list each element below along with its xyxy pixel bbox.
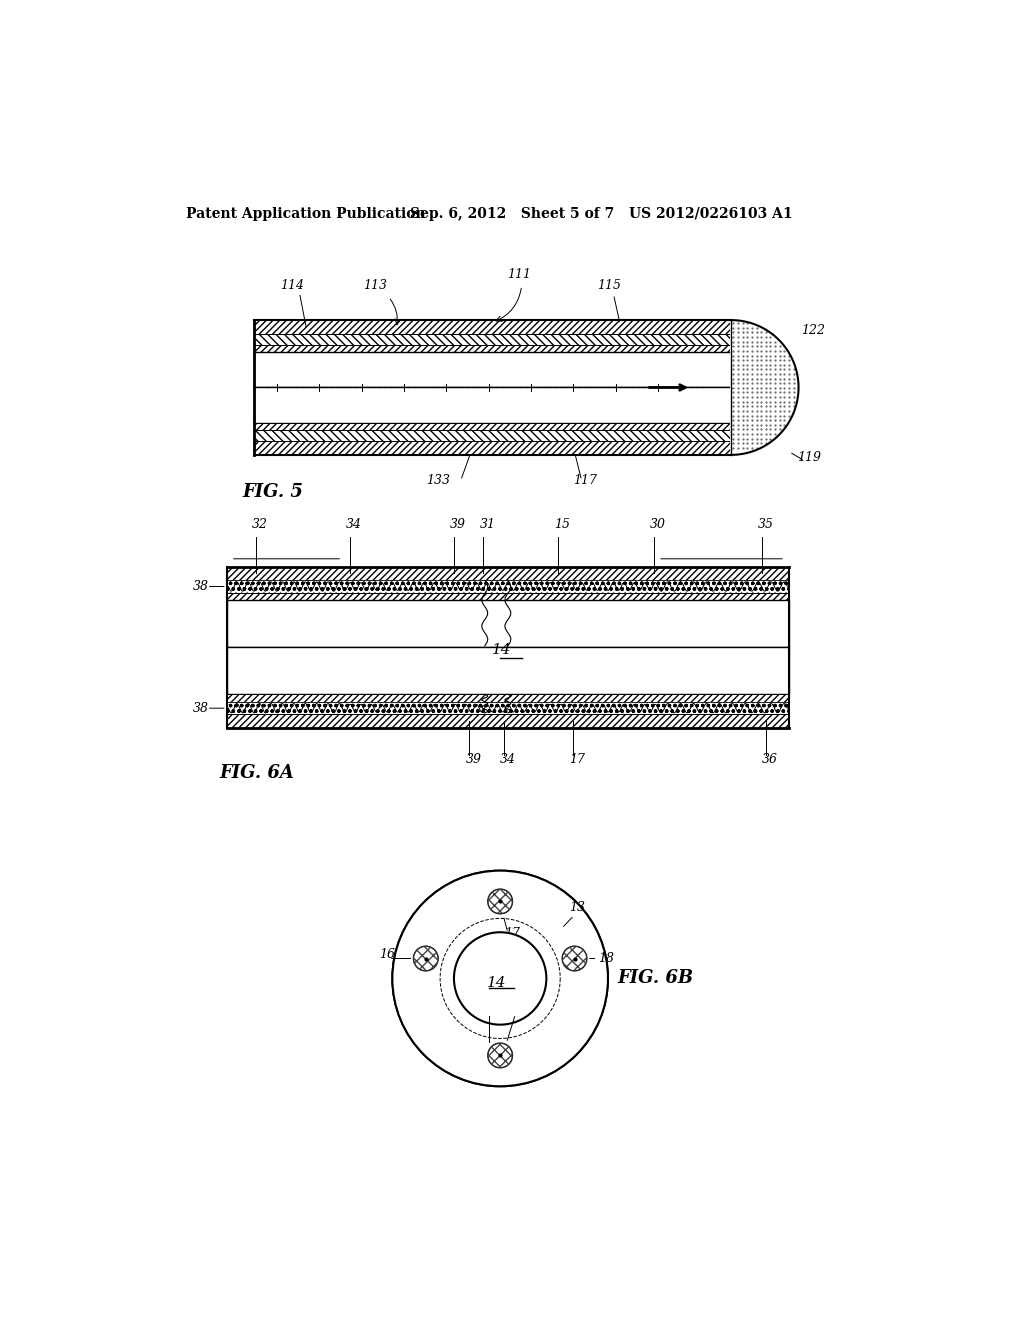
Bar <box>254 430 731 441</box>
Text: Patent Application Publication: Patent Application Publication <box>186 207 426 220</box>
Bar <box>226 593 788 601</box>
Text: 35: 35 <box>758 517 774 531</box>
Text: 113: 113 <box>364 280 387 292</box>
Text: 111: 111 <box>508 268 531 281</box>
Text: 15: 15 <box>481 998 497 1011</box>
Text: 13: 13 <box>569 900 586 913</box>
Text: 114: 114 <box>281 280 304 292</box>
Text: 122: 122 <box>801 323 825 337</box>
Bar <box>254 345 731 352</box>
Bar <box>226 702 788 714</box>
Text: 31: 31 <box>479 517 496 531</box>
Bar <box>226 647 788 694</box>
Text: 36: 36 <box>762 752 778 766</box>
Circle shape <box>487 1043 512 1068</box>
Text: 16: 16 <box>380 948 395 961</box>
Bar <box>226 566 788 581</box>
Text: 34: 34 <box>508 997 524 1010</box>
Text: 119: 119 <box>797 451 821 465</box>
Text: 117: 117 <box>572 474 597 487</box>
Text: 14: 14 <box>492 643 511 656</box>
Bar <box>226 694 788 702</box>
Text: FIG. 6A: FIG. 6A <box>219 764 294 783</box>
Text: 34: 34 <box>346 517 362 531</box>
Text: 17: 17 <box>569 752 586 766</box>
Circle shape <box>392 871 608 1086</box>
Text: 15: 15 <box>554 517 570 531</box>
Text: 115: 115 <box>597 280 622 292</box>
Bar <box>226 714 788 729</box>
Text: 18: 18 <box>598 952 613 965</box>
Text: Sep. 6, 2012   Sheet 5 of 7: Sep. 6, 2012 Sheet 5 of 7 <box>410 207 614 220</box>
Bar <box>254 334 731 345</box>
Text: 30: 30 <box>650 517 667 531</box>
Bar <box>226 601 788 647</box>
Bar <box>254 352 731 388</box>
Text: FIG. 6B: FIG. 6B <box>617 969 693 987</box>
Text: US 2012/0226103 A1: US 2012/0226103 A1 <box>629 207 793 220</box>
Circle shape <box>487 890 512 913</box>
Text: 39: 39 <box>466 752 481 766</box>
Circle shape <box>454 932 547 1024</box>
Wedge shape <box>392 871 608 1086</box>
Text: 38: 38 <box>193 579 209 593</box>
Text: 32: 32 <box>252 517 268 531</box>
Polygon shape <box>731 321 799 455</box>
Bar <box>254 422 731 430</box>
Text: FIG. 5: FIG. 5 <box>243 483 303 502</box>
Text: 14: 14 <box>487 975 507 990</box>
Text: 38: 38 <box>193 702 209 714</box>
Text: 34: 34 <box>500 752 516 766</box>
Text: 39: 39 <box>451 517 466 531</box>
Bar <box>254 388 731 422</box>
Text: 17: 17 <box>504 927 520 940</box>
Bar <box>226 581 788 593</box>
Circle shape <box>414 946 438 970</box>
Bar <box>254 441 731 455</box>
Bar <box>254 321 731 334</box>
Circle shape <box>562 946 587 970</box>
Text: 133: 133 <box>427 474 451 487</box>
